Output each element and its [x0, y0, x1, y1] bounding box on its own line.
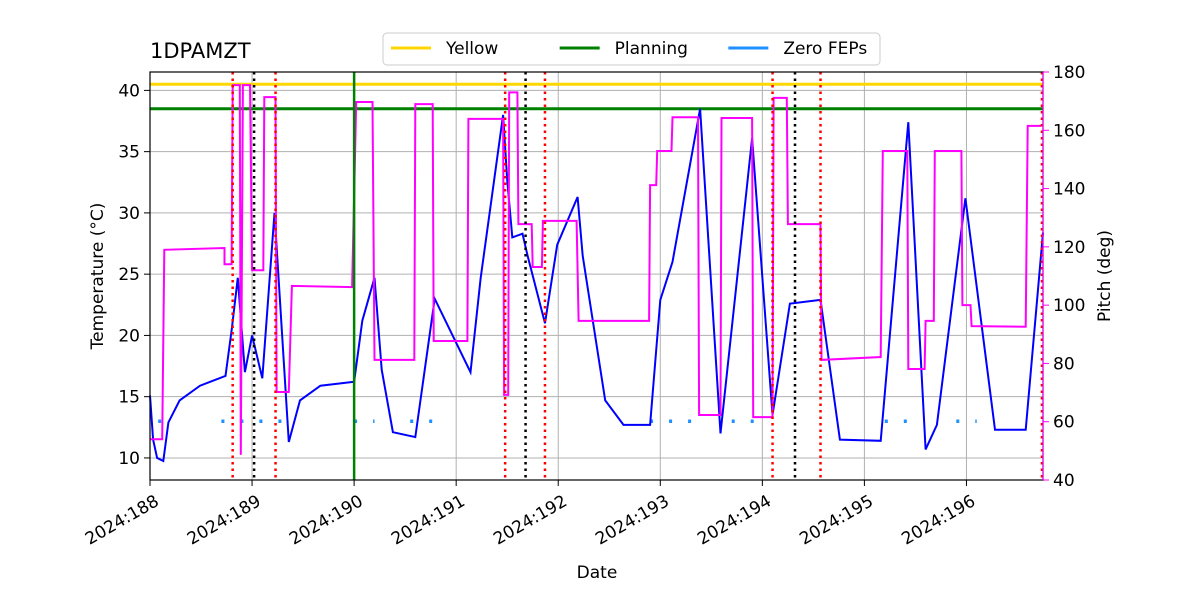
chart-title: 1DPAMZT — [150, 39, 251, 63]
y2-tick-label: 120 — [1053, 238, 1085, 258]
y-axis-label: Temperature (°C) — [88, 203, 108, 351]
y-tick-label: 20 — [118, 326, 140, 346]
y2-tick-label: 40 — [1053, 471, 1075, 491]
y2-tick-label: 180 — [1053, 63, 1085, 83]
y-tick-label: 35 — [118, 143, 140, 163]
y-tick-label: 30 — [118, 204, 140, 224]
y2-tick-label: 160 — [1053, 121, 1085, 141]
y2-tick-label: 140 — [1053, 180, 1085, 200]
y-tick-label: 15 — [118, 388, 140, 408]
y-tick-label: 10 — [118, 449, 140, 469]
legend-label: Zero FEPs — [783, 39, 867, 59]
y2-axis-label: Pitch (deg) — [1095, 230, 1115, 322]
y-tick-label: 25 — [118, 265, 140, 285]
x-axis-label: Date — [577, 563, 618, 583]
series-line — [149, 108, 1044, 463]
y2-tick-label: 80 — [1053, 354, 1075, 374]
y2-tick-label: 60 — [1053, 413, 1075, 433]
legend-label: Planning — [615, 39, 688, 59]
legend-box — [382, 32, 881, 66]
series-line — [150, 84, 1041, 455]
y2-tick-label: 100 — [1053, 296, 1085, 316]
y-tick-label: 40 — [118, 81, 140, 101]
legend-label: Yellow — [445, 39, 498, 59]
